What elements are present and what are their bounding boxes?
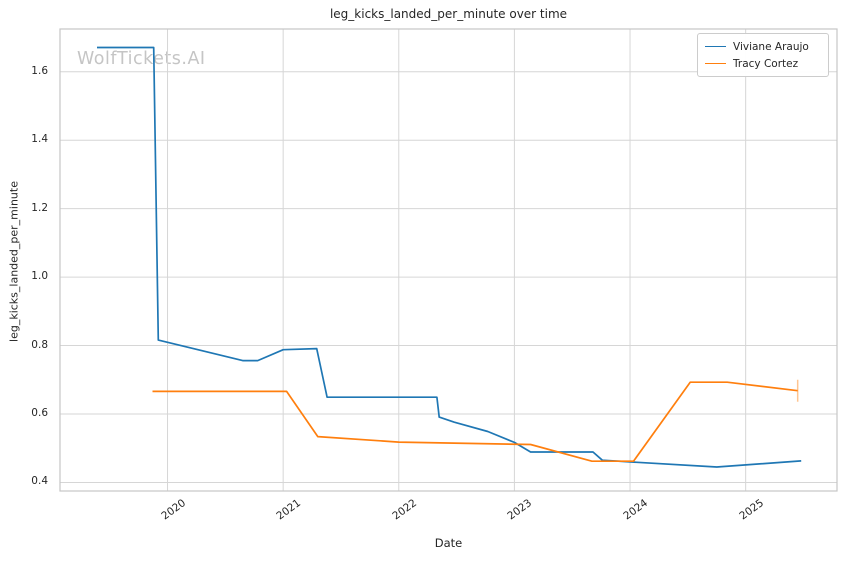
- y-tick-label: 0.8: [31, 338, 48, 351]
- chart-title: leg_kicks_landed_per_minute over time: [329, 7, 568, 21]
- y-tick-label: 1.2: [31, 201, 48, 214]
- plot-frame: [59, 28, 838, 492]
- x-axis-label: Date: [434, 536, 463, 550]
- legend-label: Tracy Cortez: [733, 57, 799, 70]
- watermark: WolfTickets.AI: [77, 49, 206, 69]
- y-tick-label: 1.6: [31, 64, 48, 77]
- series-line: [152, 381, 798, 463]
- y-tick-label: 1.4: [31, 133, 48, 146]
- series-line: [97, 46, 802, 468]
- y-tick-label: 0.4: [31, 475, 48, 488]
- legend-item-viviane-araujo: Viviane Araujo: [705, 38, 820, 55]
- y-tick-label: 1.0: [31, 270, 48, 283]
- legend-item-tracy-cortez: Tracy Cortez: [705, 55, 820, 72]
- y-tick-label: 0.6: [31, 407, 48, 419]
- legend-label: Viviane Araujo: [733, 40, 809, 53]
- legend: Viviane Araujo Tracy Cortez: [697, 33, 829, 77]
- line-swatch-icon: [705, 46, 726, 47]
- line-swatch-icon: [705, 63, 726, 64]
